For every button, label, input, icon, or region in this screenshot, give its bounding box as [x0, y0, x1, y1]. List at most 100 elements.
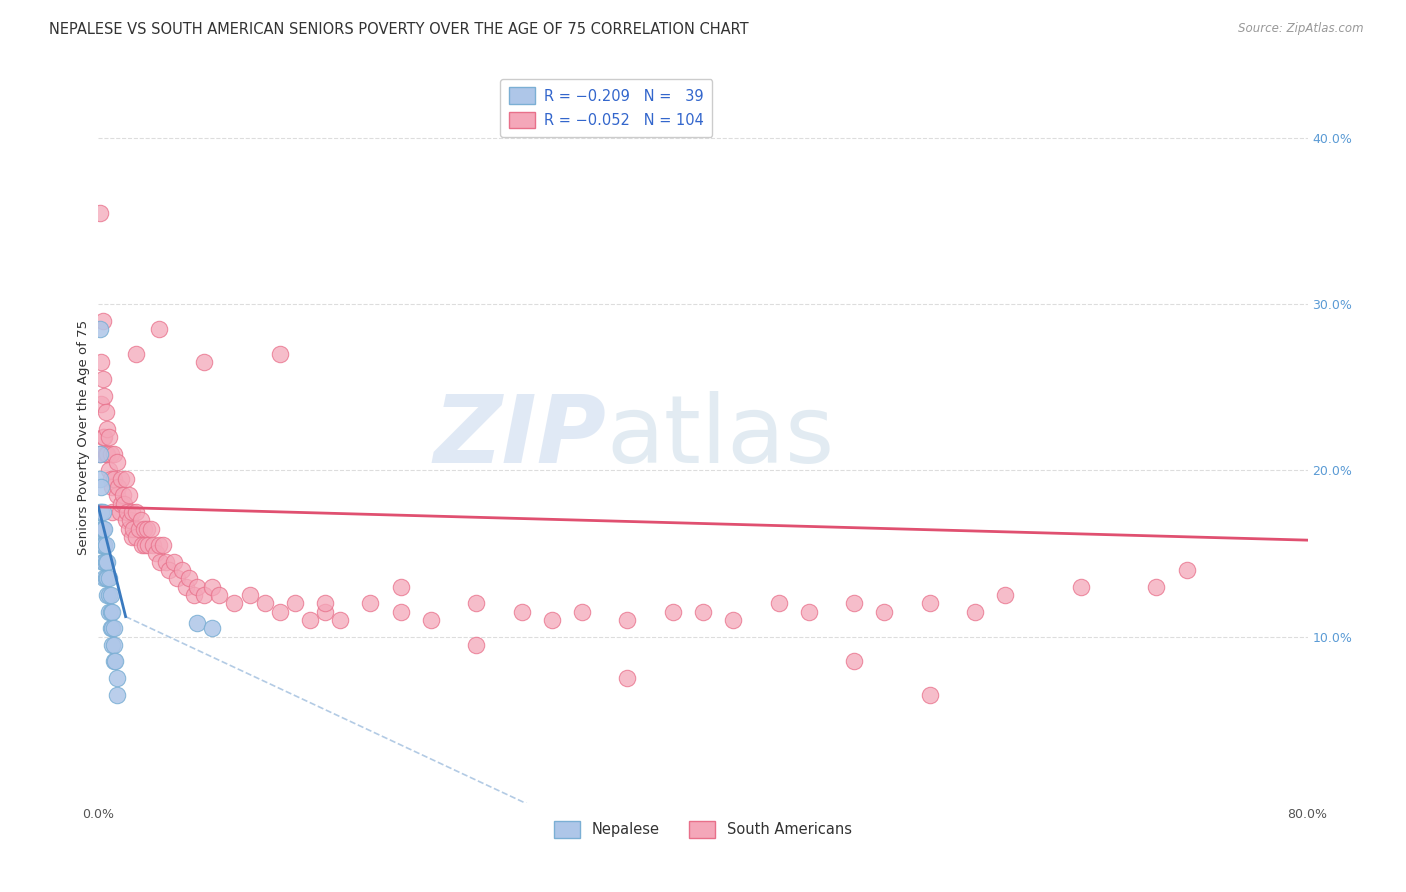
Point — [166, 571, 188, 585]
Text: ZIP: ZIP — [433, 391, 606, 483]
Point — [118, 488, 141, 502]
Point — [186, 580, 208, 594]
Point — [193, 588, 215, 602]
Point — [89, 205, 111, 219]
Text: atlas: atlas — [606, 391, 835, 483]
Point — [844, 596, 866, 610]
Point — [873, 605, 896, 619]
Point — [159, 563, 181, 577]
Point — [96, 555, 118, 569]
Point — [90, 521, 112, 535]
Point — [98, 588, 121, 602]
Point — [101, 605, 124, 619]
Point — [314, 596, 336, 610]
Point — [115, 505, 138, 519]
Point — [105, 688, 128, 702]
Point — [98, 463, 121, 477]
Point — [118, 521, 141, 535]
Point — [91, 521, 114, 535]
Point — [1070, 580, 1092, 594]
Point — [121, 505, 143, 519]
Text: Source: ZipAtlas.com: Source: ZipAtlas.com — [1239, 22, 1364, 36]
Point — [918, 596, 941, 610]
Point — [918, 688, 941, 702]
Point — [105, 488, 128, 502]
Point — [299, 613, 322, 627]
Y-axis label: Seniors Poverty Over the Age of 75: Seniors Poverty Over the Age of 75 — [77, 319, 90, 555]
Point — [110, 472, 132, 486]
Point — [89, 447, 111, 461]
Point — [571, 605, 593, 619]
Point — [89, 322, 111, 336]
Text: NEPALESE VS SOUTH AMERICAN SENIORS POVERTY OVER THE AGE OF 75 CORRELATION CHART: NEPALESE VS SOUTH AMERICAN SENIORS POVER… — [49, 22, 749, 37]
Point — [114, 513, 136, 527]
Point — [122, 521, 145, 535]
Point — [692, 605, 714, 619]
Point — [93, 388, 115, 402]
Point — [93, 538, 115, 552]
Point — [616, 613, 638, 627]
Point — [89, 505, 111, 519]
Point — [112, 497, 135, 511]
Legend: Nepalese, South Americans: Nepalese, South Americans — [546, 813, 860, 847]
Point — [201, 621, 224, 635]
Point — [125, 347, 148, 361]
Point — [389, 605, 412, 619]
Point — [90, 538, 112, 552]
Point — [101, 505, 124, 519]
Point — [90, 480, 112, 494]
Point — [93, 430, 115, 444]
Point — [797, 605, 820, 619]
Point — [100, 588, 122, 602]
Point — [100, 621, 122, 635]
Point — [132, 521, 155, 535]
Point — [93, 571, 115, 585]
Point — [103, 447, 125, 461]
Point — [94, 405, 117, 419]
Point — [201, 580, 224, 594]
Point — [174, 580, 197, 594]
Point — [170, 563, 193, 577]
Point — [98, 571, 121, 585]
Point — [91, 430, 114, 444]
Point — [768, 596, 790, 610]
Point — [723, 613, 745, 627]
Point — [98, 430, 121, 444]
Point — [269, 347, 291, 361]
Point — [510, 605, 533, 619]
Point — [616, 671, 638, 685]
Point — [152, 538, 174, 552]
Point — [253, 596, 276, 610]
Point — [90, 505, 112, 519]
Point — [103, 638, 125, 652]
Point — [131, 538, 153, 552]
Point — [91, 555, 114, 569]
Point — [142, 538, 165, 552]
Point — [101, 480, 124, 494]
Point — [90, 397, 112, 411]
Point — [465, 638, 488, 652]
Point — [98, 605, 121, 619]
Point — [101, 638, 124, 652]
Point — [108, 505, 131, 519]
Point — [224, 596, 246, 610]
Point — [125, 505, 148, 519]
Point — [145, 546, 167, 560]
Point — [100, 472, 122, 486]
Point — [93, 555, 115, 569]
Point — [314, 605, 336, 619]
Point — [96, 422, 118, 436]
Point — [389, 580, 412, 594]
Point — [103, 472, 125, 486]
Point — [94, 447, 117, 461]
Point — [94, 571, 117, 585]
Point — [141, 521, 163, 535]
Point — [91, 372, 114, 386]
Point — [91, 314, 114, 328]
Point — [179, 571, 201, 585]
Point — [125, 530, 148, 544]
Point — [96, 571, 118, 585]
Point — [148, 538, 170, 552]
Point — [105, 671, 128, 685]
Point — [129, 513, 152, 527]
